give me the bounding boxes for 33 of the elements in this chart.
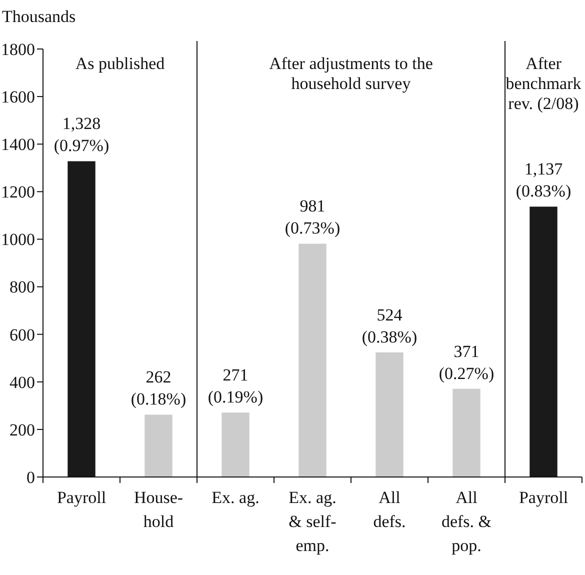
data-label: 271 (0.19%) [208,366,264,407]
annotation: After benchmark rev. (2/08) [506,54,582,113]
bar [452,388,480,477]
y-tick-label: 1400 [1,135,35,154]
y-tick-label: 1200 [1,182,35,202]
y-tick-label: 800 [10,278,35,297]
bar [222,412,250,477]
bar [376,352,404,477]
y-axis-title: Thousands [2,7,76,26]
x-tick-label: House- hold [134,488,184,531]
data-label: 262 (0.18%) [130,368,186,409]
x-tick-label: Ex. ag. & self- emp. [288,488,337,555]
x-tick-label: All defs. & pop. [441,488,492,555]
data-label: 524 (0.38%) [362,305,418,346]
y-tick-label: 0 [26,468,35,487]
data-label: 371 (0.27%) [438,342,494,383]
data-label: 981 (0.73%) [284,196,340,238]
data-label: 1,328 (0.97%) [54,114,110,156]
y-tick-label: 400 [10,372,35,392]
y-tick-label: 1600 [1,88,35,107]
annotation: As published [75,54,166,73]
annotation: After adjustments to the household survey [269,54,433,93]
x-tick-label: Ex. ag. [212,488,260,507]
bar [298,244,326,477]
y-tick-label: 200 [10,420,35,440]
x-tick-label: Payroll [56,488,106,507]
y-tick-label: 1000 [1,230,35,250]
bar [144,414,172,477]
y-tick-label: 600 [10,325,35,344]
data-label: 1,137 (0.83%) [516,160,572,201]
y-tick-label: 1800 [1,40,35,59]
x-tick-label: All defs. [373,488,406,531]
x-tick-label: Payroll [518,488,568,507]
